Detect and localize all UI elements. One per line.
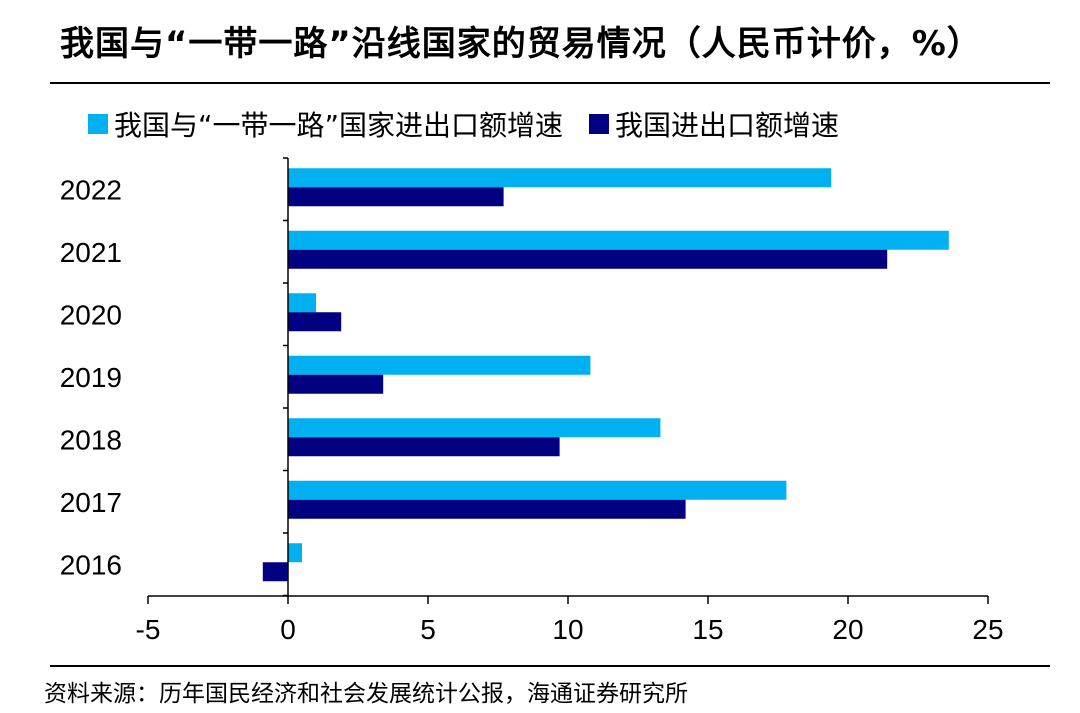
y-tick-label-2022: 2022: [60, 174, 122, 205]
bar-2022-series-1: [288, 168, 832, 188]
y-tick-label-2017: 2017: [60, 487, 122, 518]
bar-2020-series-2: [288, 312, 342, 332]
legend-label-belt-road: 我国与“一带一路”国家进出口额增速: [114, 109, 564, 142]
bar-2018-series-1: [288, 418, 661, 438]
title-divider: [50, 82, 1050, 84]
x-tick-label-10: 10: [552, 614, 583, 645]
legend-swatch-total: [589, 114, 610, 134]
bar-2016-series-2: [262, 562, 288, 582]
chart-legend: 我国与“一带一路”国家进出口额增速 我国进出口额增速: [88, 104, 865, 144]
x-tick-label-0: 0: [280, 614, 296, 645]
bar-2020-series-1: [288, 293, 316, 313]
y-tick-label-2021: 2021: [60, 237, 122, 268]
x-tick-label-5: 5: [420, 614, 436, 645]
x-tick-label--5: -5: [136, 614, 161, 645]
bar-2017-series-2: [288, 499, 686, 519]
source-note: 资料来源：历年国民经济和社会发展统计公报，海通证券研究所: [44, 681, 688, 707]
bar-2016-series-1: [288, 543, 302, 563]
bar-2019-series-1: [288, 355, 591, 375]
bar-2019-series-2: [288, 374, 384, 394]
chart-title: 我国与“一带一路”沿线国家的贸易情况（人民币计价，%）: [60, 24, 982, 64]
legend-item-total: 我国进出口额增速: [589, 104, 839, 144]
y-tick-label-2019: 2019: [60, 362, 122, 393]
bar-2022-series-2: [288, 187, 504, 207]
x-tick-label-20: 20: [832, 614, 863, 645]
y-tick-label-2016: 2016: [60, 549, 122, 580]
y-tick-label-2020: 2020: [60, 299, 122, 330]
y-tick-label-2018: 2018: [60, 424, 122, 455]
x-tick-label-25: 25: [972, 614, 1003, 645]
legend-item-belt-road: 我国与“一带一路”国家进出口额增速: [88, 104, 563, 144]
bar-2021-series-1: [288, 230, 949, 250]
bar-2018-series-2: [288, 437, 560, 457]
legend-swatch-belt-road: [88, 114, 108, 134]
legend-label-total: 我国进出口额增速: [615, 109, 840, 142]
bar-2021-series-2: [288, 249, 888, 269]
x-tick-label-15: 15: [692, 614, 723, 645]
bar-2017-series-1: [288, 480, 787, 500]
source-divider: [50, 665, 1050, 667]
